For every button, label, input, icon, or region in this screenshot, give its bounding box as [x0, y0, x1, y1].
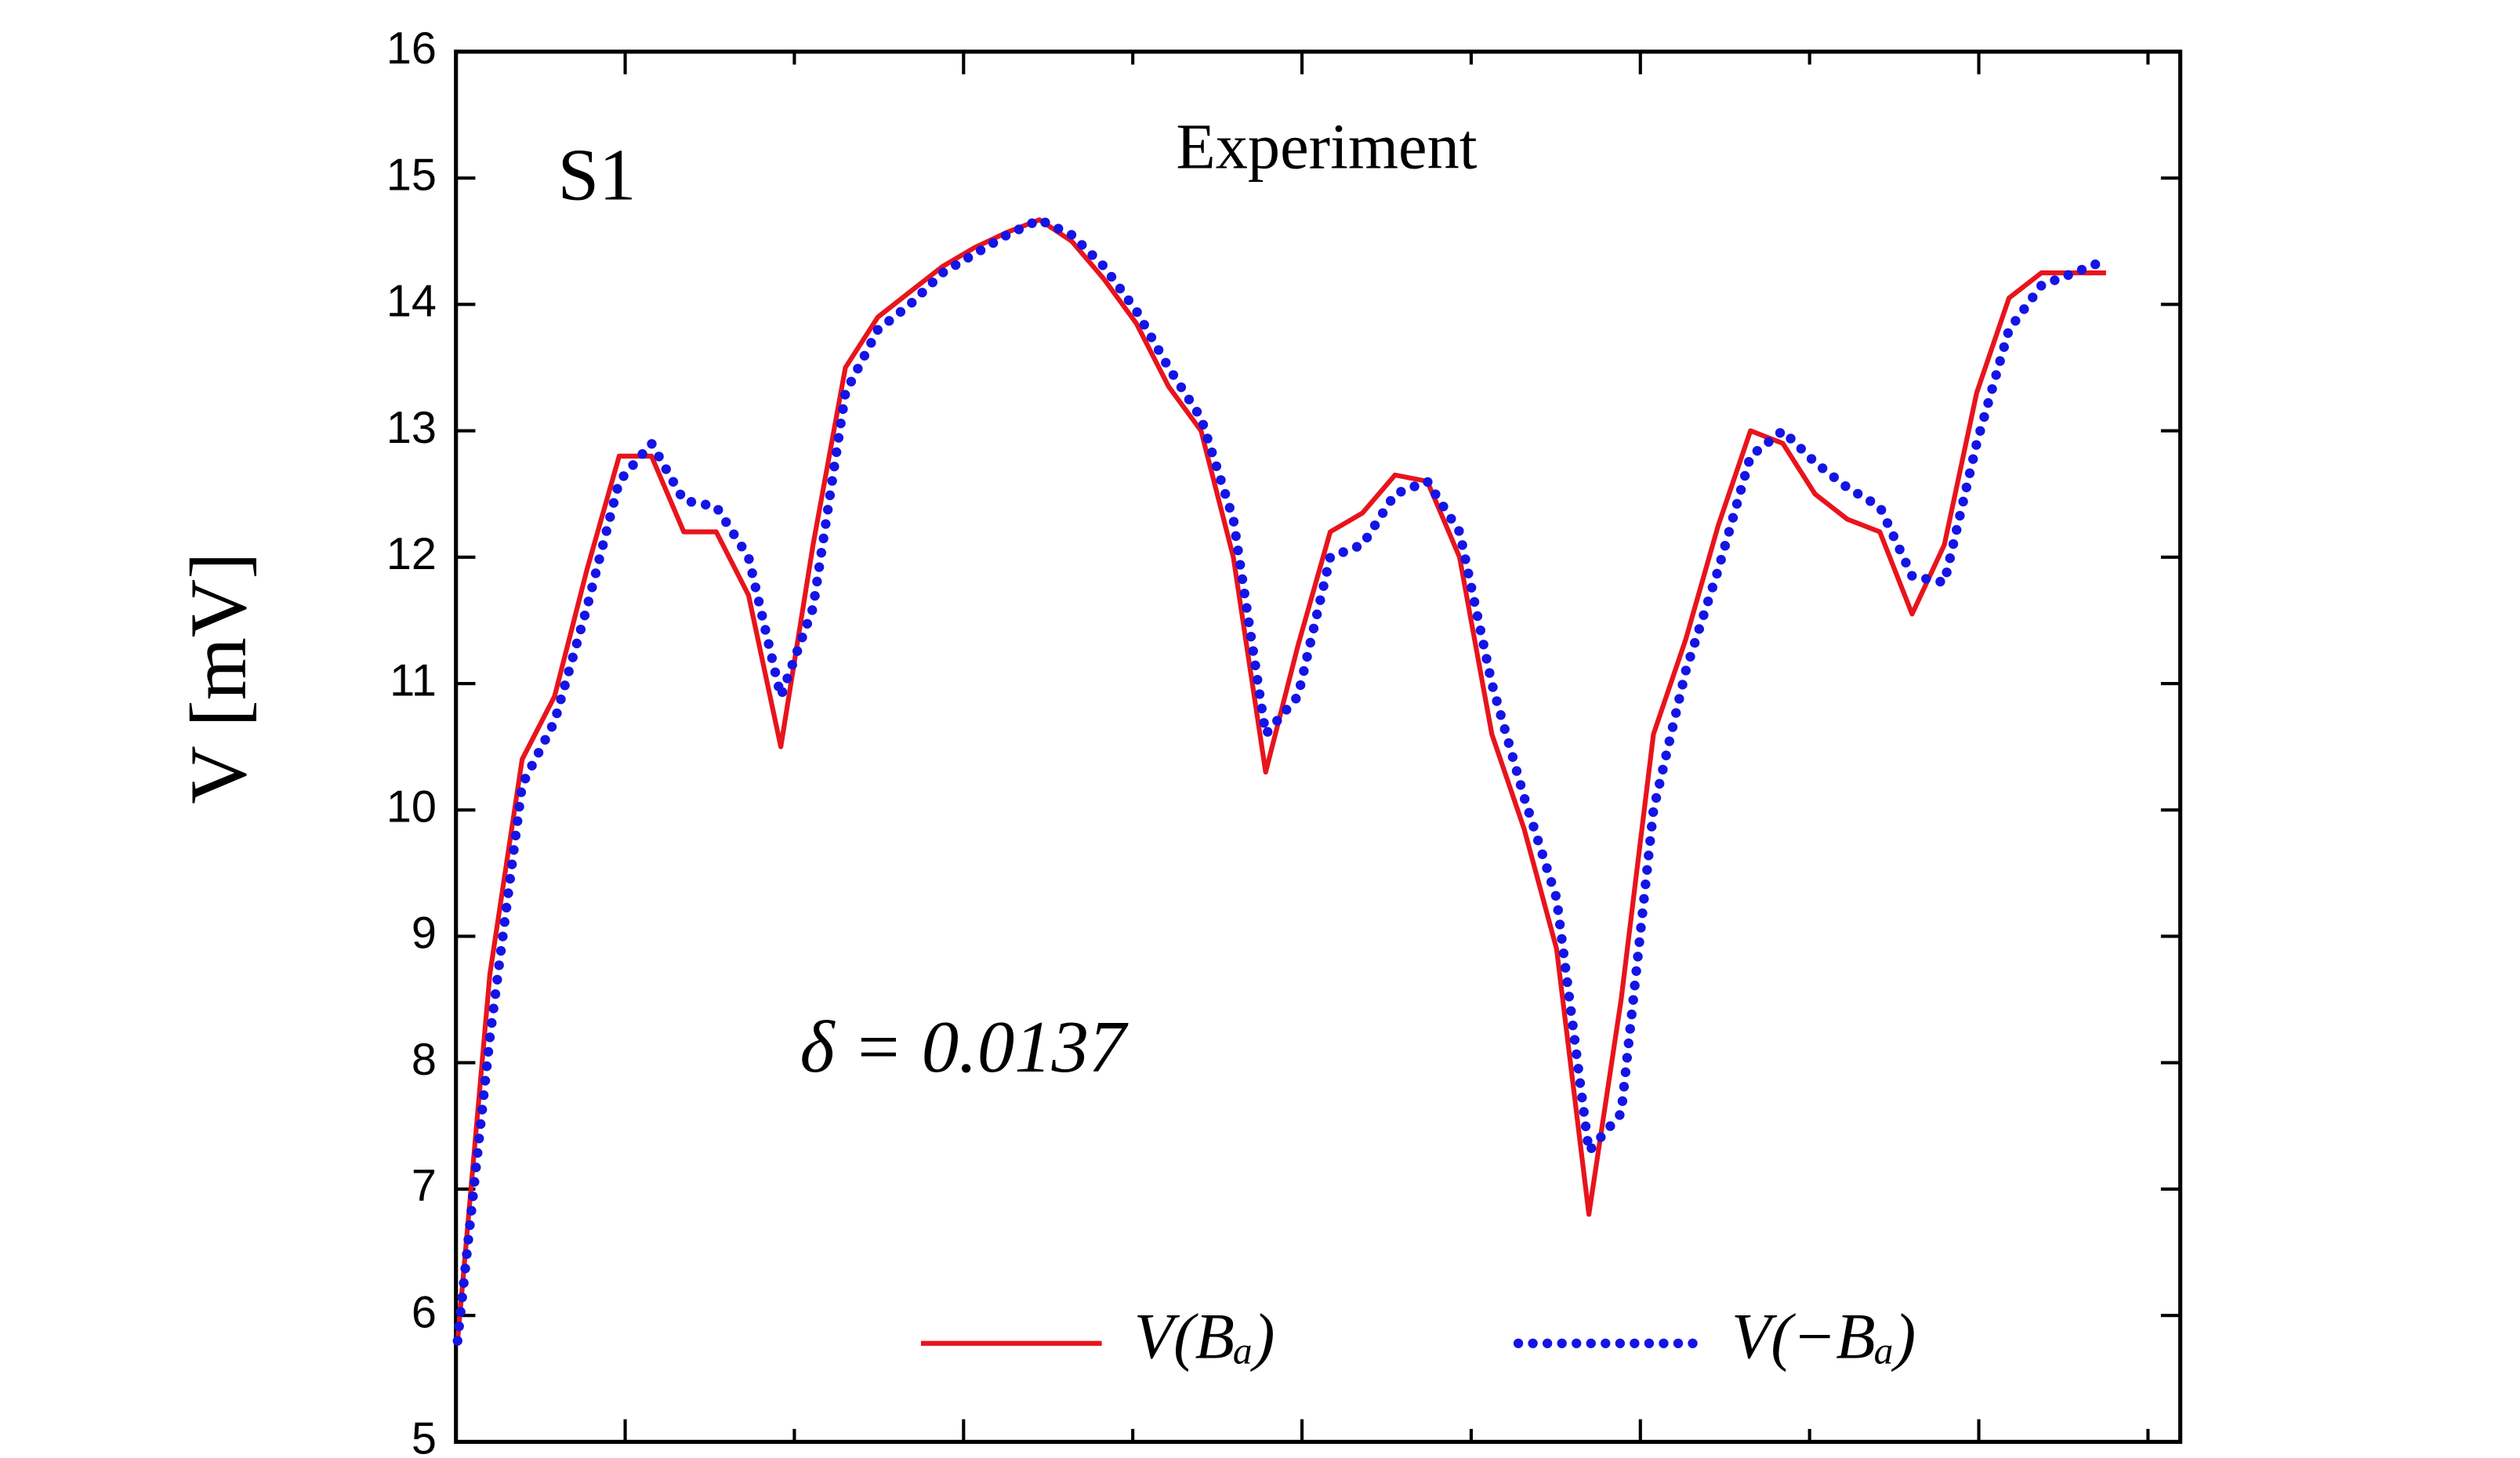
annotation: δ = 0.0137 [800, 1006, 1129, 1088]
y-tick-label: 11 [390, 655, 437, 705]
y-tick-label: 14 [386, 277, 437, 327]
chart-subtitle: Experiment [1176, 111, 1477, 183]
y-tick-label: 15 [386, 150, 437, 200]
y-tick-label: 6 [412, 1287, 437, 1337]
plot-frame [454, 49, 2183, 1444]
y-tick-label: 10 [386, 782, 437, 832]
legend-label: V(−Bₐ) [1731, 1301, 1916, 1373]
y-tick-label: 7 [412, 1161, 437, 1211]
y-tick-label: 9 [412, 909, 437, 959]
y-tick-label: 5 [412, 1414, 437, 1458]
y-tick-label: 8 [412, 1035, 437, 1085]
y-tick-label: 12 [386, 529, 437, 579]
y-axis-label: V [mV] [174, 552, 263, 803]
y-tick-label: 13 [386, 403, 437, 453]
legend-label: V(Bₐ) [1134, 1301, 1275, 1373]
chart-title: S1 [557, 135, 636, 216]
series-line [455, 217, 2106, 1341]
series-line [452, 215, 2112, 1346]
y-tick-label: 16 [386, 24, 437, 74]
